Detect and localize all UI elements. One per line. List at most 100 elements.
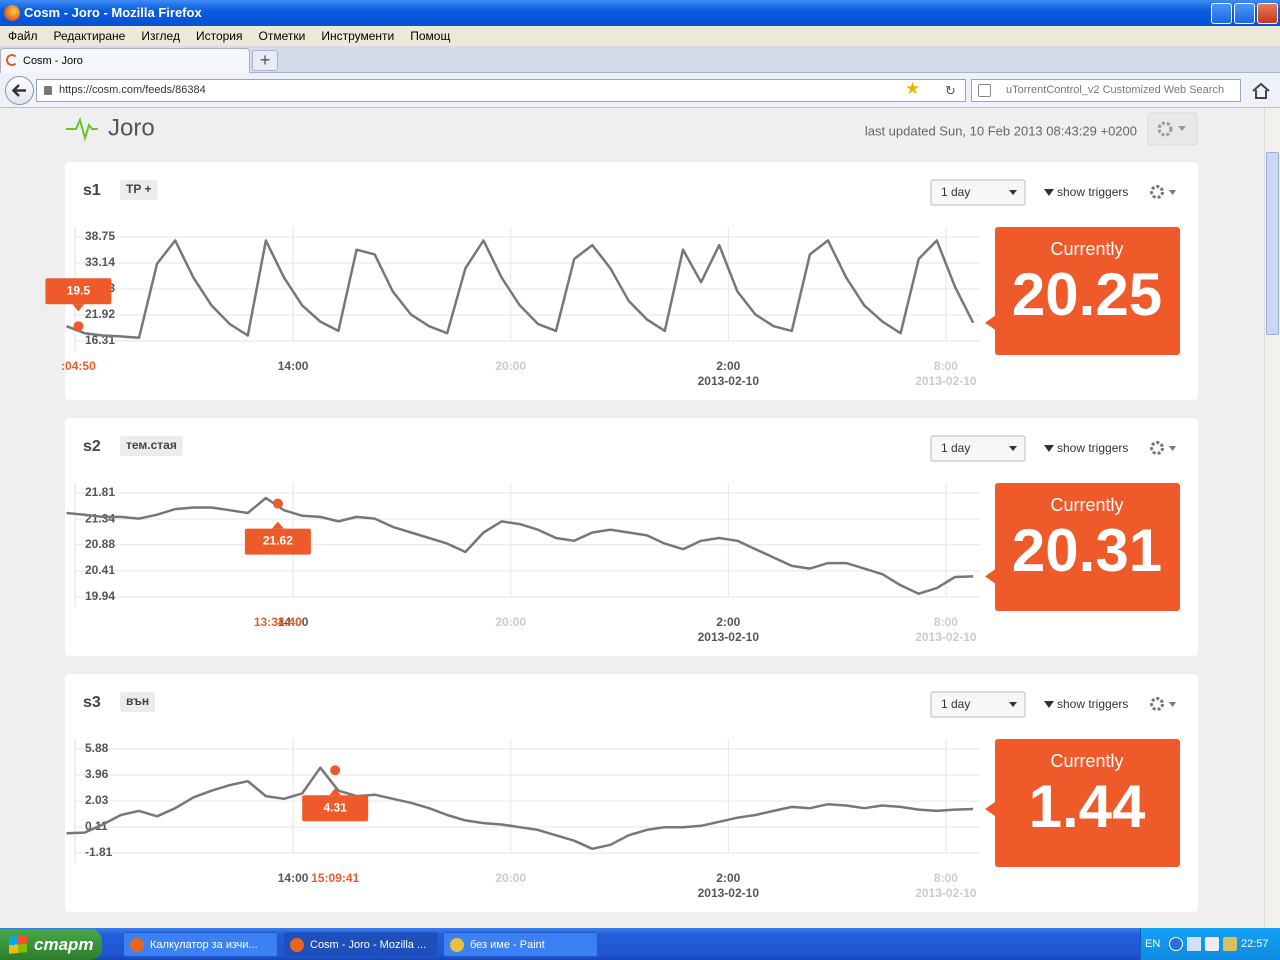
tooltip-time: :04:50	[61, 359, 96, 373]
range-select-value: 1 day	[941, 441, 970, 455]
url-bar[interactable]: https://cosm.com/feeds/86384 ★ ↻	[36, 79, 966, 102]
select-arrow	[1009, 446, 1017, 451]
y-tick-label: 21.81	[85, 485, 115, 499]
datastream-tag: вън	[126, 694, 149, 708]
gear-icon[interactable]	[1150, 697, 1164, 711]
x-tick-label: 2:00	[716, 359, 740, 373]
tag-box	[120, 692, 156, 712]
tag-box	[120, 436, 183, 456]
x-tick-date: 2013-02-10	[698, 630, 760, 644]
y-tick-label: 20.88	[85, 537, 115, 551]
tab-icon	[6, 54, 18, 66]
gear-arrow	[1169, 702, 1176, 707]
tray-icon[interactable]	[1187, 937, 1201, 951]
gear-icon[interactable]	[1150, 441, 1164, 455]
menu-item[interactable]: Инструменти	[321, 29, 395, 43]
back-button[interactable]	[5, 76, 34, 105]
language-indicator[interactable]: EN	[1145, 938, 1161, 950]
task-button[interactable]: Калкулатор за изчи...	[123, 932, 278, 957]
minimize-button[interactable]	[1211, 3, 1232, 24]
menu-item[interactable]: Помощ	[410, 29, 451, 43]
tooltip-value: 21.62	[263, 534, 293, 548]
tooltip-pointer	[271, 521, 284, 529]
x-tick-date: 2013-02-10	[698, 374, 760, 388]
close-button[interactable]	[1257, 3, 1278, 24]
dropdown-arrow	[1178, 126, 1186, 131]
nav-bar: https://cosm.com/feeds/86384 ★ ↻ uTorren…	[0, 73, 1280, 108]
task-button[interactable]: без име - Paint	[443, 932, 598, 957]
datastream-id: s3	[83, 694, 101, 711]
taskbar: старт EN 22:57 Калкулатор за изчи... Cosm…	[0, 928, 1280, 960]
tab[interactable]: Cosm - Joro	[0, 48, 250, 73]
task-icon	[290, 938, 304, 952]
current-label: Currently	[1050, 495, 1123, 515]
last-updated: last updated Sun, 10 Feb 2013 08:43:29 +…	[865, 123, 1137, 138]
show-triggers[interactable]: show triggers	[1057, 185, 1128, 199]
current-label: Currently	[1050, 751, 1123, 771]
x-tick-date: 2013-02-10	[915, 374, 977, 388]
menu-bar: Файл Редактиране Изглед История Отметки Инстр…	[0, 26, 1280, 46]
y-tick-label: 19.94	[85, 589, 115, 603]
tray-icon[interactable]	[1205, 937, 1219, 951]
range-select[interactable]	[930, 179, 1026, 206]
data-line	[66, 239, 975, 340]
menu-item[interactable]: Изглед	[141, 29, 180, 43]
current-marker	[985, 569, 995, 584]
search-engine-icon[interactable]	[978, 84, 991, 97]
tag-box	[120, 180, 158, 200]
new-tab-button[interactable]: +	[252, 50, 278, 71]
current-label: Currently	[1050, 239, 1123, 259]
tooltip-box	[244, 528, 311, 555]
y-tick-label: 33.14	[85, 255, 115, 269]
x-tick-label: 20:00	[495, 615, 526, 629]
menu-item[interactable]: Редактиране	[53, 29, 126, 43]
menu-item[interactable]: История	[195, 29, 243, 43]
home-icon	[1252, 82, 1270, 99]
menu-item[interactable]: Отметки	[258, 29, 306, 43]
range-select-value: 1 day	[941, 697, 970, 711]
tooltip-point	[73, 321, 84, 332]
restore-button[interactable]	[1234, 3, 1255, 24]
tooltip-point	[272, 498, 283, 509]
system-tray: EN 22:57	[1140, 928, 1280, 960]
tooltip-value: 19.5	[67, 283, 91, 297]
current-box	[995, 483, 1180, 611]
gear-icon[interactable]	[1150, 185, 1164, 199]
tab-title: Cosm - Joro	[23, 55, 83, 67]
current-box	[995, 739, 1180, 867]
page-content: Joro last updated Sun, 10 Feb 2013 08:43…	[45, 112, 1198, 912]
logo	[66, 117, 98, 142]
triggers-arrow	[1044, 445, 1054, 452]
menu-item[interactable]: Файл	[8, 29, 38, 43]
y-tick-label: 2.03	[85, 793, 109, 807]
datastream-tag: TP +	[126, 182, 151, 196]
home-button[interactable]	[1250, 81, 1272, 101]
scroll-thumb[interactable]	[1266, 152, 1279, 335]
task-button[interactable]: Cosm - Joro - Mozilla ...	[283, 932, 438, 957]
tray-icon[interactable]	[1169, 937, 1183, 951]
range-select[interactable]	[930, 435, 1026, 462]
windows-logo	[9, 935, 27, 954]
show-triggers[interactable]: show triggers	[1057, 697, 1128, 711]
y-tick-label: 5.88	[85, 741, 109, 755]
bookmark-star[interactable]: ★	[905, 79, 921, 98]
tray-icon[interactable]	[1223, 937, 1237, 951]
arrow	[11, 84, 26, 97]
task-icon	[450, 938, 464, 952]
gear-arrow	[1169, 190, 1176, 195]
search-bar[interactable]: uTorrentControl_v2 Customized Web Search	[971, 79, 1241, 102]
feed-title: Joro	[108, 114, 155, 141]
show-triggers[interactable]: show triggers	[1057, 441, 1128, 455]
range-select[interactable]	[930, 691, 1026, 718]
datastream-tag: тем.стая	[126, 438, 177, 452]
x-tick-label: 20:00	[495, 359, 526, 373]
y-tick-label: 20.41	[85, 563, 115, 577]
start-label: старт	[34, 935, 94, 954]
reload-button[interactable]: ↻	[945, 83, 956, 98]
x-tick-label: 8:00	[934, 359, 958, 373]
current-box	[995, 227, 1180, 355]
y-tick-label: -1.81	[85, 845, 113, 859]
x-tick-label: 14:00	[278, 871, 309, 885]
start-button[interactable]: старт	[0, 929, 102, 960]
